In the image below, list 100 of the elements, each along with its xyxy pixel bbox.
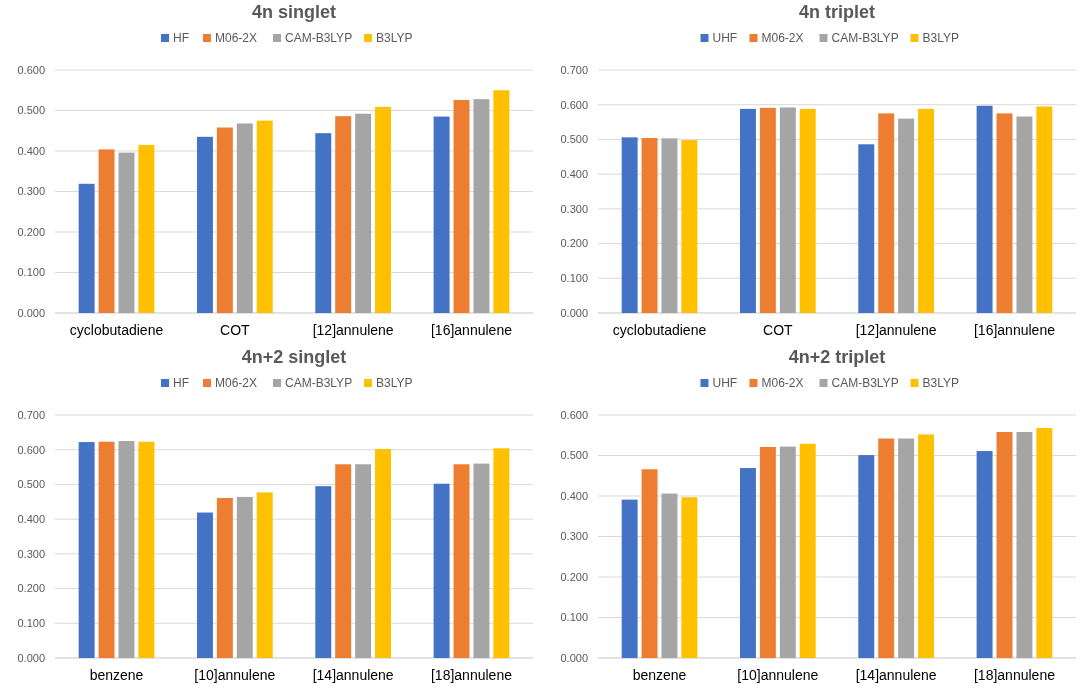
y-tick-label: 0.000 bbox=[17, 651, 45, 664]
x-tick-label: cyclobutadiene bbox=[69, 322, 164, 338]
bar bbox=[493, 448, 510, 658]
bar bbox=[256, 120, 273, 313]
legend-label: M06-2X bbox=[215, 31, 258, 46]
x-tick-label: benzene bbox=[89, 667, 144, 683]
bar bbox=[118, 152, 135, 313]
x-tick-label: [10]annulene bbox=[194, 667, 276, 683]
bar bbox=[453, 99, 470, 313]
bar bbox=[138, 441, 155, 658]
legend-label: CAM-B3LYP bbox=[285, 31, 353, 46]
bar bbox=[335, 464, 352, 658]
y-tick-label: 0.100 bbox=[17, 617, 45, 630]
y-tick-label: 0.400 bbox=[560, 489, 588, 502]
y-tick-label: 0.700 bbox=[17, 408, 45, 421]
chart-title: 4n+2 singlet bbox=[241, 347, 347, 367]
x-tick-label: [12]annulene bbox=[312, 322, 394, 338]
legend-label: M06-2X bbox=[761, 376, 804, 391]
bar bbox=[641, 469, 658, 658]
bar bbox=[661, 493, 678, 658]
bar bbox=[739, 468, 756, 658]
y-tick-label: 0.600 bbox=[560, 98, 588, 111]
x-tick-label: COT bbox=[220, 322, 251, 338]
bar bbox=[236, 496, 253, 658]
bar bbox=[118, 441, 135, 658]
x-tick-label: [10]annulene bbox=[737, 667, 819, 683]
y-tick-label: 0.100 bbox=[17, 266, 45, 279]
bar bbox=[433, 483, 450, 658]
bar bbox=[196, 512, 213, 658]
bar bbox=[1036, 427, 1053, 658]
bar bbox=[78, 442, 95, 658]
x-tick-label: COT bbox=[763, 322, 794, 338]
bar bbox=[355, 464, 372, 658]
legend-label: CAM-B3LYP bbox=[831, 376, 899, 391]
y-tick-label: 0.500 bbox=[17, 478, 45, 491]
legend-label: UHF bbox=[712, 376, 738, 391]
bar bbox=[493, 90, 510, 313]
bar bbox=[759, 447, 776, 658]
legend-label: M06-2X bbox=[761, 31, 804, 46]
y-tick-label: 0.300 bbox=[560, 530, 588, 543]
bar bbox=[918, 434, 935, 658]
bar bbox=[858, 455, 875, 658]
bar bbox=[621, 499, 638, 658]
x-tick-label: [16]annulene bbox=[430, 322, 513, 338]
y-tick-label: 0.200 bbox=[560, 237, 588, 250]
bar bbox=[976, 451, 993, 658]
y-tick-label: 0.100 bbox=[560, 611, 588, 624]
bar bbox=[355, 113, 372, 313]
bar bbox=[335, 116, 352, 313]
y-tick-label: 0.200 bbox=[560, 570, 588, 583]
y-tick-label: 0.200 bbox=[17, 225, 45, 238]
bar bbox=[1016, 432, 1033, 658]
legend-label: HF bbox=[173, 376, 189, 391]
x-tick-label: [18]annulene bbox=[430, 667, 513, 683]
y-tick-label: 0.500 bbox=[560, 133, 588, 146]
y-tick-label: 0.600 bbox=[560, 408, 588, 421]
chart-title: 4n singlet bbox=[251, 2, 337, 22]
bar bbox=[779, 446, 796, 658]
bar bbox=[256, 492, 273, 658]
y-tick-label: 0.600 bbox=[17, 63, 45, 76]
y-tick-label: 0.500 bbox=[560, 449, 588, 462]
bar bbox=[996, 432, 1013, 658]
x-tick-label: [16]annulene bbox=[973, 322, 1056, 338]
x-tick-label: benzene bbox=[632, 667, 687, 683]
y-tick-label: 0.700 bbox=[560, 63, 588, 76]
x-tick-label: cyclobutadiene bbox=[612, 322, 707, 338]
chart-title: 4n triplet bbox=[798, 2, 876, 22]
x-tick-label: [12]annulene bbox=[855, 322, 937, 338]
legend-label: UHF bbox=[712, 31, 738, 46]
bar bbox=[98, 441, 115, 658]
bar bbox=[315, 486, 332, 658]
y-tick-label: 0.000 bbox=[17, 306, 45, 319]
y-tick-label: 0.600 bbox=[17, 443, 45, 456]
legend-label: CAM-B3LYP bbox=[831, 31, 899, 46]
chart-title: 4n+2 triplet bbox=[788, 347, 886, 367]
legend-label: B3LYP bbox=[376, 376, 413, 391]
y-tick-label: 0.500 bbox=[17, 104, 45, 117]
y-tick-label: 0.300 bbox=[560, 202, 588, 215]
bar bbox=[375, 449, 392, 658]
bar bbox=[473, 463, 490, 658]
legend-label: B3LYP bbox=[922, 31, 959, 46]
bar bbox=[375, 106, 392, 313]
bar bbox=[681, 497, 698, 658]
x-tick-label: [14]annulene bbox=[855, 667, 937, 683]
y-tick-label: 0.000 bbox=[560, 651, 588, 664]
y-tick-label: 0.200 bbox=[17, 582, 45, 595]
y-tick-label: 0.400 bbox=[560, 167, 588, 180]
bar bbox=[236, 123, 253, 313]
bar bbox=[196, 136, 213, 313]
y-tick-label: 0.300 bbox=[17, 185, 45, 198]
bar bbox=[433, 116, 450, 313]
bar bbox=[799, 443, 816, 658]
bar bbox=[216, 497, 233, 658]
bar bbox=[898, 438, 915, 658]
bar bbox=[138, 144, 155, 313]
x-tick-label: [18]annulene bbox=[973, 667, 1056, 683]
y-tick-label: 0.300 bbox=[17, 547, 45, 560]
legend-label: B3LYP bbox=[922, 376, 959, 391]
x-tick-label: [14]annulene bbox=[312, 667, 394, 683]
bar bbox=[216, 127, 233, 313]
